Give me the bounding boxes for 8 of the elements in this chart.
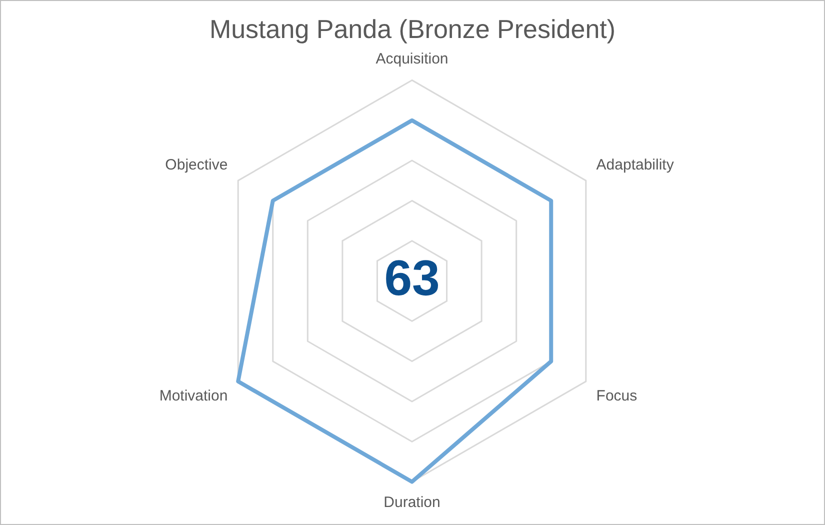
spoke-label: Adaptability — [596, 156, 674, 174]
spoke-label: Motivation — [159, 388, 228, 405]
spoke-label: Objective — [165, 156, 228, 174]
spoke-label: Duration — [384, 494, 440, 511]
spoke-label: Acquisition — [376, 50, 448, 68]
chart-title: Mustang Panda (Bronze President) — [209, 14, 616, 44]
spoke-label: Focus — [596, 388, 638, 405]
text: 63 — [384, 250, 440, 306]
